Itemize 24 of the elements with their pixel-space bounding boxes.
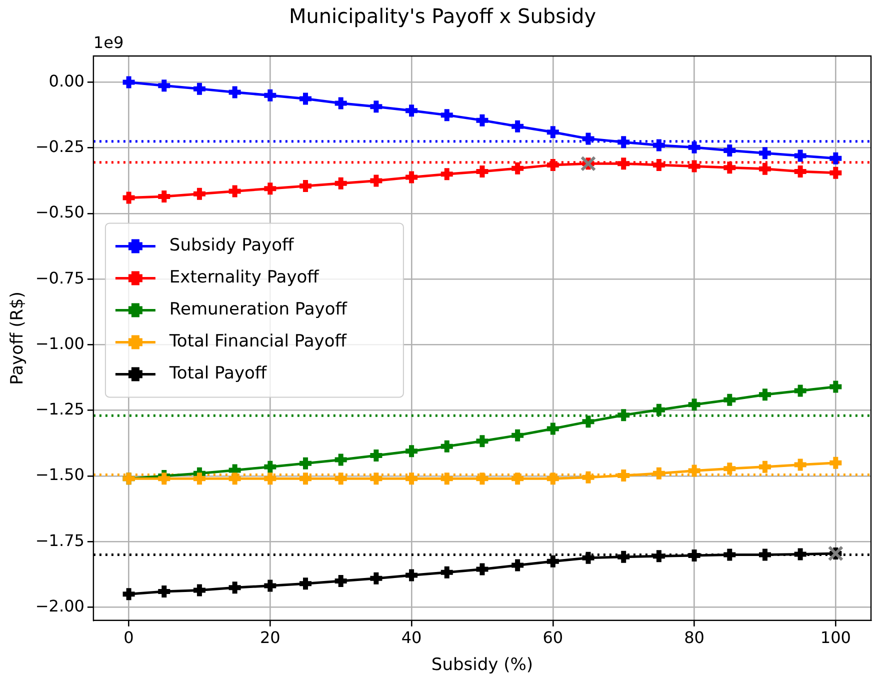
x-tick-label: 60 xyxy=(542,628,564,648)
x-tick-label: 100 xyxy=(820,628,851,648)
legend-label: Subsidy Payoff xyxy=(169,236,295,256)
x-axis-title: Subsidy (%) xyxy=(431,655,534,676)
y-tick-label: −1.00 xyxy=(35,334,84,353)
x-tick-label: 40 xyxy=(401,628,422,648)
legend-label: Externality Payoff xyxy=(169,268,320,288)
y-tick-label: 0.00 xyxy=(48,71,84,90)
x-tick-label: 20 xyxy=(260,628,280,648)
y-tick-label: −0.75 xyxy=(35,268,84,288)
y-tick-label: −0.50 xyxy=(35,202,84,222)
y-tick-label: −2.00 xyxy=(35,596,84,616)
legend-label: Total Financial Payoff xyxy=(168,332,348,352)
x-tick-label: 80 xyxy=(684,628,704,648)
legend-label: Remuneration Payoff xyxy=(169,300,348,320)
x-tick-label: 0 xyxy=(124,628,134,648)
y-tick-label: −1.50 xyxy=(35,465,84,484)
y-tick-label: −1.25 xyxy=(35,400,84,419)
y-tick-label: −1.75 xyxy=(35,530,84,550)
y-tick-label: −0.25 xyxy=(35,137,84,156)
chart-title: Municipality's Payoff x Subsidy xyxy=(288,4,596,28)
text: 1e9 xyxy=(93,33,124,52)
legend-label: Total Payoff xyxy=(168,364,268,384)
y-axis-title: Payoff (R$) xyxy=(8,292,28,385)
